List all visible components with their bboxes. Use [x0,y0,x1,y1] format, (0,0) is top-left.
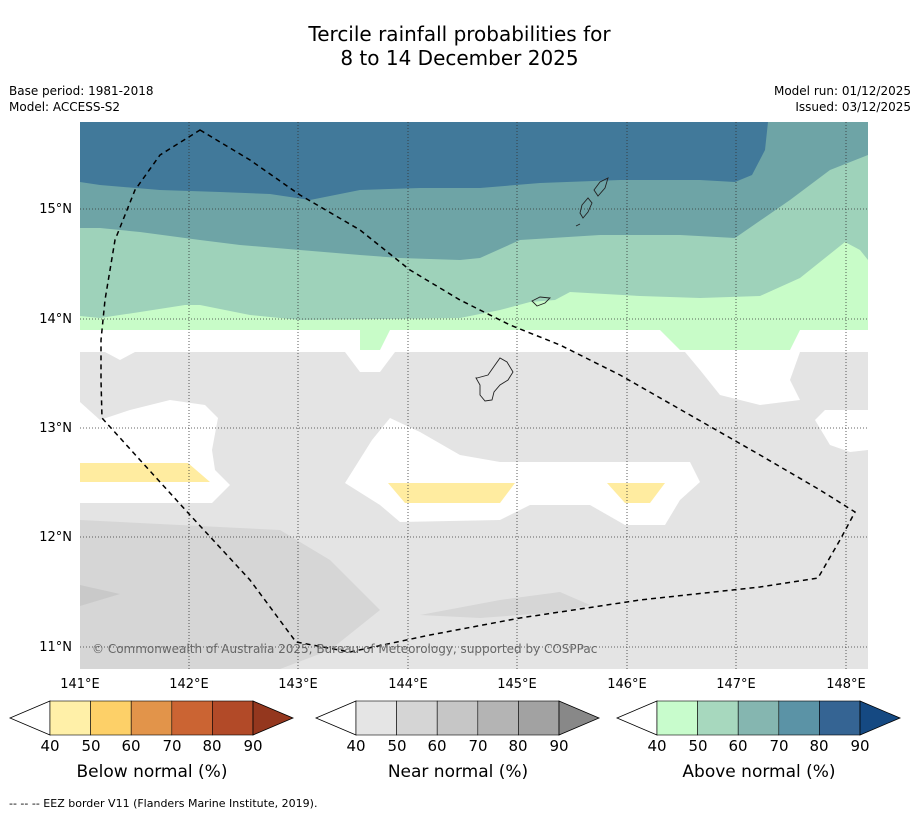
near-colorbar-cell [518,700,560,736]
near-tick-50: 50 [387,737,407,755]
above-colorbar-lower-extend [615,700,658,736]
title-line-1: Tercile rainfall probabilities for [308,22,611,46]
guam-island-outline [475,357,514,402]
legend-colorbars [8,700,902,736]
no-dominant-region-upper [80,330,868,405]
probability-map: © Commonwealth of Australia 2025, Bureau… [39,122,868,692]
near-tick-60: 60 [427,737,447,755]
rota-island-outline [531,296,551,307]
above-tick-60: 60 [728,737,748,755]
near-colorbar-upper-extend [558,700,601,736]
saipan-island-outline [593,177,609,197]
lon-label-148e: 148°E [826,677,866,692]
map-fields [80,122,868,669]
below-colorbar-cell [212,700,254,736]
lat-label-12n: 12°N [39,530,72,545]
eez-border [100,129,856,653]
above-normal-colorbar [615,700,902,736]
near-normal-label: Near normal (%) [387,762,529,782]
longitude-labels: 141°E 142°E 143°E 144°E 145°E 146°E 147°… [60,677,866,692]
near-colorbar-lower-extend [314,700,357,736]
aguijan-island-outline [575,223,581,227]
near-colorbar-cell [477,700,519,736]
lon-label-147e: 147°E [716,677,756,692]
near-tick-80: 80 [508,737,528,755]
below-colorbar-cell [90,700,132,736]
near-normal-50-region [80,520,380,669]
model-name: Model: ACCESS-S2 [9,100,121,114]
below-colorbar-lower-extend [8,700,51,736]
above-colorbar-upper-extend [859,700,902,736]
lon-label-146e: 146°E [607,677,647,692]
near-tick-40: 40 [346,737,366,755]
map-title: Tercile rainfall probabilities for 8 to … [0,22,919,70]
above-normal-40-east-band [660,330,800,350]
below-normal-label: Below normal (%) [76,762,228,782]
copyright-notice: © Commonwealth of Australia 2025, Bureau… [92,642,597,656]
near-normal-colorbar [314,700,601,736]
below-colorbar-upper-extend [252,700,295,736]
below-normal-40-central [388,483,515,503]
title-line-2: 8 to 14 December 2025 [340,46,579,70]
near-tick-70: 70 [468,737,488,755]
base-period: Base period: 1981-2018 [9,84,154,98]
model-run: Model run: 01/12/2025 [773,84,911,98]
meta-right: Model run: 01/12/2025 Issued: 03/12/2025 [774,83,911,115]
lat-label-14n: 14°N [39,312,72,327]
lon-label-142e: 142°E [169,677,209,692]
below-tick-60: 60 [121,737,141,755]
below-colorbar-cell [49,700,91,736]
above-colorbar-cell [819,700,861,736]
near-normal-60-region [80,585,120,606]
near-tick-90: 90 [549,737,569,755]
above-tick-80: 80 [809,737,829,755]
below-normal-40-west [80,463,210,482]
below-tick-70: 70 [162,737,182,755]
lat-label-11n: 11°N [39,640,72,655]
above-tick-50: 50 [688,737,708,755]
above-tick-70: 70 [769,737,789,755]
graticule [80,122,868,669]
tinian-island-outline [579,197,593,219]
above-tick-90: 90 [850,737,870,755]
below-colorbar-cell [130,700,173,736]
lon-label-141e: 141°E [60,677,100,692]
above-normal-40-notch [360,330,390,350]
below-tick-80: 80 [202,737,222,755]
near-colorbar-cell [436,700,479,736]
above-normal-90-region [80,122,768,200]
above-colorbar-cell [778,700,820,736]
near-colorbar-cell [355,700,397,736]
above-normal-label: Above normal (%) [682,762,836,782]
near-normal-50-patch [420,592,590,618]
above-tick-40: 40 [647,737,667,755]
below-tick-40: 40 [40,737,60,755]
no-dominant-region-east [815,410,868,452]
above-colorbar-cell [697,700,739,736]
below-colorbar-cell [171,700,213,736]
lon-label-144e: 144°E [388,677,428,692]
latitude-labels: 15°N 14°N 13°N 12°N 11°N [39,202,72,655]
near-colorbar-cell [396,700,438,736]
below-tick-90: 90 [243,737,263,755]
below-normal-40-east [607,483,665,503]
lon-label-145e: 145°E [497,677,537,692]
eez-footnote: -- -- -- EEZ border V11 (Flanders Marine… [9,797,318,810]
below-tick-50: 50 [81,737,101,755]
meta-left: Base period: 1981-2018 Model: ACCESS-S2 [9,83,154,115]
island-outlines [475,177,609,402]
lat-label-15n: 15°N [39,202,72,217]
lat-label-13n: 13°N [39,421,72,436]
above-colorbar-cell [737,700,780,736]
below-normal-colorbar [8,700,295,736]
lon-label-143e: 143°E [278,677,318,692]
issued-date: Issued: 03/12/2025 [795,100,911,114]
above-colorbar-cell [656,700,698,736]
